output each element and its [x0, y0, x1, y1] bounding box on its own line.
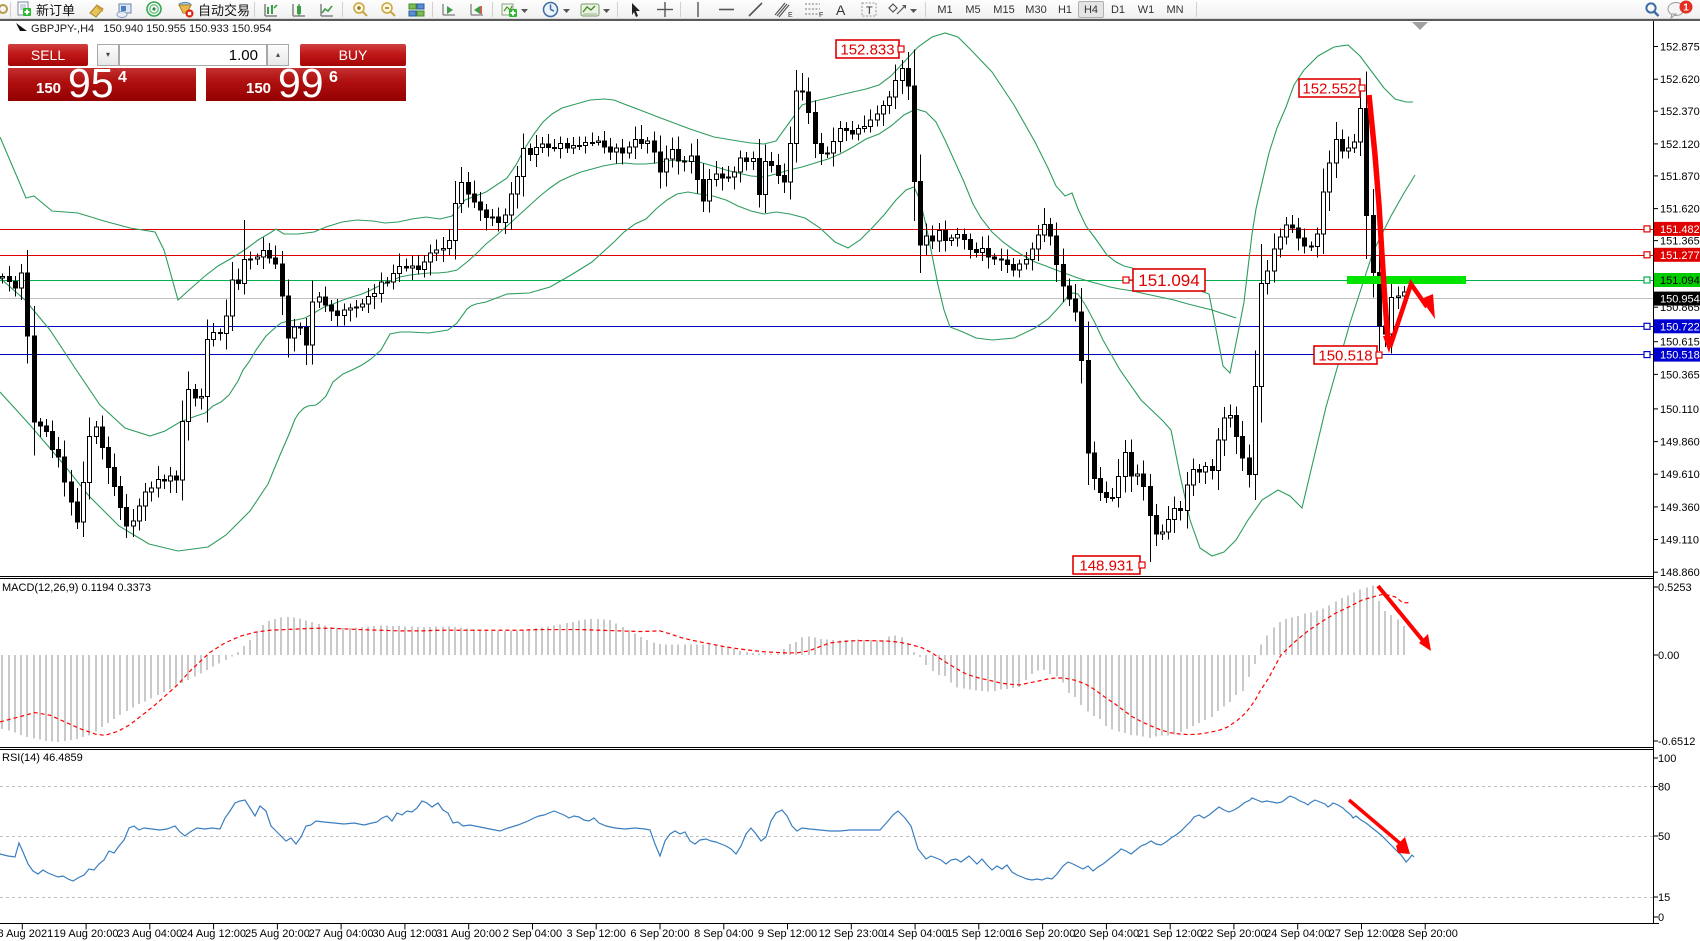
svg-text:0.5253: 0.5253: [1658, 582, 1692, 594]
svg-text:30 Aug 12:00: 30 Aug 12:00: [372, 928, 437, 940]
svg-text:E: E: [788, 12, 793, 18]
svg-text:50: 50: [1658, 831, 1670, 843]
svg-text:9 Sep 12:00: 9 Sep 12:00: [758, 928, 817, 940]
svg-text:152.552: 152.552: [1302, 80, 1356, 97]
svg-text:152.370: 152.370: [1660, 106, 1700, 118]
svg-text:T: T: [866, 5, 873, 17]
svg-text:24 Sep 04:00: 24 Sep 04:00: [1265, 928, 1330, 940]
svg-text:148.860: 148.860: [1660, 567, 1700, 579]
svg-text:151.482: 151.482: [1660, 224, 1700, 236]
svg-text:149.110: 149.110: [1660, 535, 1699, 547]
svg-text:14 Sep 04:00: 14 Sep 04:00: [882, 928, 947, 940]
svg-text:150.722: 150.722: [1660, 321, 1700, 333]
svg-text:16 Sep 20:00: 16 Sep 20:00: [1010, 928, 1075, 940]
svg-text:25 Aug 20:00: 25 Aug 20:00: [245, 928, 310, 940]
svg-text:80: 80: [1658, 782, 1670, 794]
svg-text:1: 1: [1683, 3, 1689, 14]
svg-text:18 Aug 2021: 18 Aug 2021: [0, 928, 53, 940]
svg-text:150.365: 150.365: [1660, 369, 1700, 381]
svg-text:12 Sep 23:00: 12 Sep 23:00: [819, 928, 884, 940]
svg-text:RSI(14) 46.4859: RSI(14) 46.4859: [2, 752, 83, 764]
svg-text:150.518: 150.518: [1660, 350, 1700, 362]
svg-text:22 Sep 20:00: 22 Sep 20:00: [1201, 928, 1266, 940]
svg-text:0.00: 0.00: [1658, 650, 1679, 662]
svg-text:19 Aug 20:00: 19 Aug 20:00: [54, 928, 119, 940]
svg-text:20 Sep 04:00: 20 Sep 04:00: [1074, 928, 1139, 940]
svg-text:F: F: [819, 12, 823, 18]
svg-text:150.954: 150.954: [1660, 294, 1700, 306]
svg-text:151.277: 151.277: [1660, 250, 1700, 262]
svg-text:24 Aug 12:00: 24 Aug 12:00: [181, 928, 246, 940]
svg-text:148.931: 148.931: [1079, 557, 1133, 574]
svg-text:27 Sep 12:00: 27 Sep 12:00: [1329, 928, 1394, 940]
svg-text:149.360: 149.360: [1660, 502, 1700, 514]
svg-text:151.365: 151.365: [1660, 236, 1700, 248]
svg-text:151.870: 151.870: [1660, 171, 1700, 183]
svg-text:151.094: 151.094: [1138, 271, 1199, 290]
svg-text:150.615: 150.615: [1660, 337, 1700, 349]
svg-text:27 Aug 04:00: 27 Aug 04:00: [309, 928, 374, 940]
svg-text:152.875: 152.875: [1660, 42, 1700, 54]
svg-text:15 Sep 12:00: 15 Sep 12:00: [946, 928, 1011, 940]
svg-text:23 Aug 04:00: 23 Aug 04:00: [117, 928, 182, 940]
svg-text:21 Sep 12:00: 21 Sep 12:00: [1137, 928, 1202, 940]
svg-text:149.860: 149.860: [1660, 437, 1700, 449]
svg-text:152.833: 152.833: [840, 41, 894, 58]
svg-text:3 Sep 12:00: 3 Sep 12:00: [567, 928, 626, 940]
svg-text:151.094: 151.094: [1660, 275, 1700, 287]
svg-text:31 Aug 20:00: 31 Aug 20:00: [436, 928, 501, 940]
svg-text:-0.6512: -0.6512: [1658, 736, 1695, 748]
svg-text:152.620: 152.620: [1660, 74, 1700, 86]
svg-text:6 Sep 20:00: 6 Sep 20:00: [630, 928, 689, 940]
svg-text:149.610: 149.610: [1660, 469, 1700, 481]
svg-text:150.110: 150.110: [1660, 404, 1699, 416]
svg-text:8 Sep 04:00: 8 Sep 04:00: [694, 928, 753, 940]
svg-text:152.120: 152.120: [1660, 139, 1700, 151]
svg-text:0: 0: [1658, 912, 1664, 924]
svg-text:28 Sep 20:00: 28 Sep 20:00: [1392, 928, 1457, 940]
svg-text:151.620: 151.620: [1660, 204, 1700, 216]
svg-text:100: 100: [1658, 753, 1676, 765]
svg-text:150.518: 150.518: [1318, 347, 1372, 364]
svg-text:MACD(12,26,9) 0.1194 0.3373: MACD(12,26,9) 0.1194 0.3373: [2, 582, 151, 594]
svg-text:2 Sep 04:00: 2 Sep 04:00: [503, 928, 562, 940]
svg-text:15: 15: [1658, 892, 1670, 904]
